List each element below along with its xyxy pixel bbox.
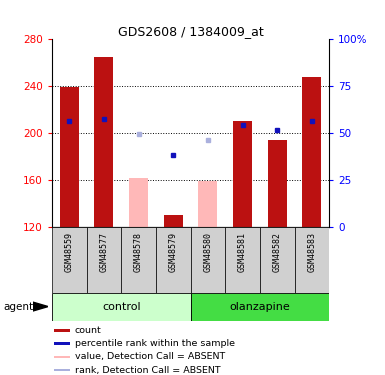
Bar: [225, 227, 260, 292]
Bar: [94, 57, 114, 227]
Bar: [191, 227, 225, 292]
Text: value, Detection Call = ABSENT: value, Detection Call = ABSENT: [75, 352, 225, 362]
Text: GSM48582: GSM48582: [273, 232, 282, 272]
Bar: [87, 227, 121, 292]
Text: GSM48577: GSM48577: [99, 232, 109, 272]
Text: GSM48581: GSM48581: [238, 232, 247, 272]
Bar: [302, 77, 321, 227]
Bar: [52, 227, 87, 292]
Text: GSM48559: GSM48559: [65, 232, 74, 272]
Bar: [52, 292, 191, 321]
Bar: [164, 215, 183, 227]
Text: GSM48580: GSM48580: [203, 232, 213, 272]
Bar: [233, 122, 252, 227]
Text: count: count: [75, 326, 102, 335]
Text: GSM48578: GSM48578: [134, 232, 143, 272]
Bar: [60, 87, 79, 227]
Text: GSM48579: GSM48579: [169, 232, 178, 272]
Bar: [121, 227, 156, 292]
Bar: [295, 227, 329, 292]
Text: percentile rank within the sample: percentile rank within the sample: [75, 339, 235, 348]
Bar: [54, 356, 70, 358]
Text: GSM48583: GSM48583: [307, 232, 316, 272]
Bar: [129, 178, 148, 227]
Text: agent: agent: [4, 302, 34, 312]
Bar: [156, 227, 191, 292]
Bar: [198, 181, 218, 227]
Bar: [260, 227, 295, 292]
Bar: [54, 342, 70, 345]
Text: rank, Detection Call = ABSENT: rank, Detection Call = ABSENT: [75, 366, 221, 375]
Bar: [54, 329, 70, 332]
Title: GDS2608 / 1384009_at: GDS2608 / 1384009_at: [118, 25, 263, 38]
Bar: [54, 369, 70, 371]
Text: olanzapine: olanzapine: [229, 302, 290, 312]
Bar: [268, 140, 287, 227]
Polygon shape: [33, 302, 48, 311]
Text: control: control: [102, 302, 141, 312]
Bar: [191, 292, 329, 321]
